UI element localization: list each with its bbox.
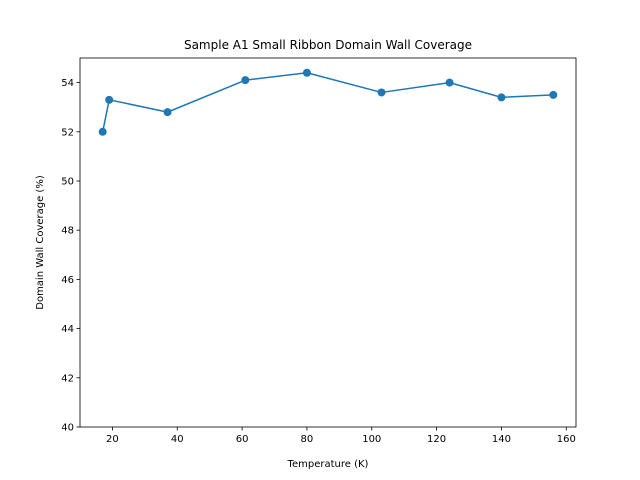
- x-tick-label: 100: [362, 434, 381, 445]
- x-tick-label: 20: [106, 434, 119, 445]
- x-tick-label: 60: [236, 434, 249, 445]
- y-tick-label: 54: [61, 78, 74, 89]
- y-tick-label: 40: [61, 423, 74, 434]
- data-point: [377, 88, 386, 97]
- data-point: [98, 127, 107, 136]
- axes-frame: [79, 57, 577, 428]
- y-axis-label: Domain Wall Coverage (%): [35, 175, 46, 310]
- plot-area: 20 40 60 80 100 120 140 160 40 42 44 46 48 50 52 54: [61, 68, 576, 445]
- data-point: [163, 108, 172, 117]
- data-point: [241, 76, 250, 85]
- y-tick-label: 48: [61, 226, 74, 237]
- chart-title: Sample A1 Small Ribbon Domain Wall Cover…: [184, 38, 472, 52]
- x-axis-label: Temperature (K): [287, 459, 369, 470]
- x-tick-label: 40: [171, 434, 184, 445]
- y-tick-label: 44: [61, 324, 74, 335]
- x-tick-label: 120: [427, 434, 446, 445]
- y-tick-label: 50: [61, 177, 74, 188]
- x-tick-label: 160: [557, 434, 576, 445]
- y-tick-label: 52: [61, 127, 74, 138]
- x-tick-label: 140: [492, 434, 511, 445]
- data-point: [549, 90, 558, 99]
- y-tick-label: 42: [61, 373, 74, 384]
- x-tick-label: 80: [301, 434, 314, 445]
- data-point: [302, 68, 311, 77]
- data-point: [445, 78, 454, 87]
- y-tick-label: 46: [61, 275, 74, 286]
- data-point: [105, 95, 114, 104]
- data-point: [497, 93, 506, 102]
